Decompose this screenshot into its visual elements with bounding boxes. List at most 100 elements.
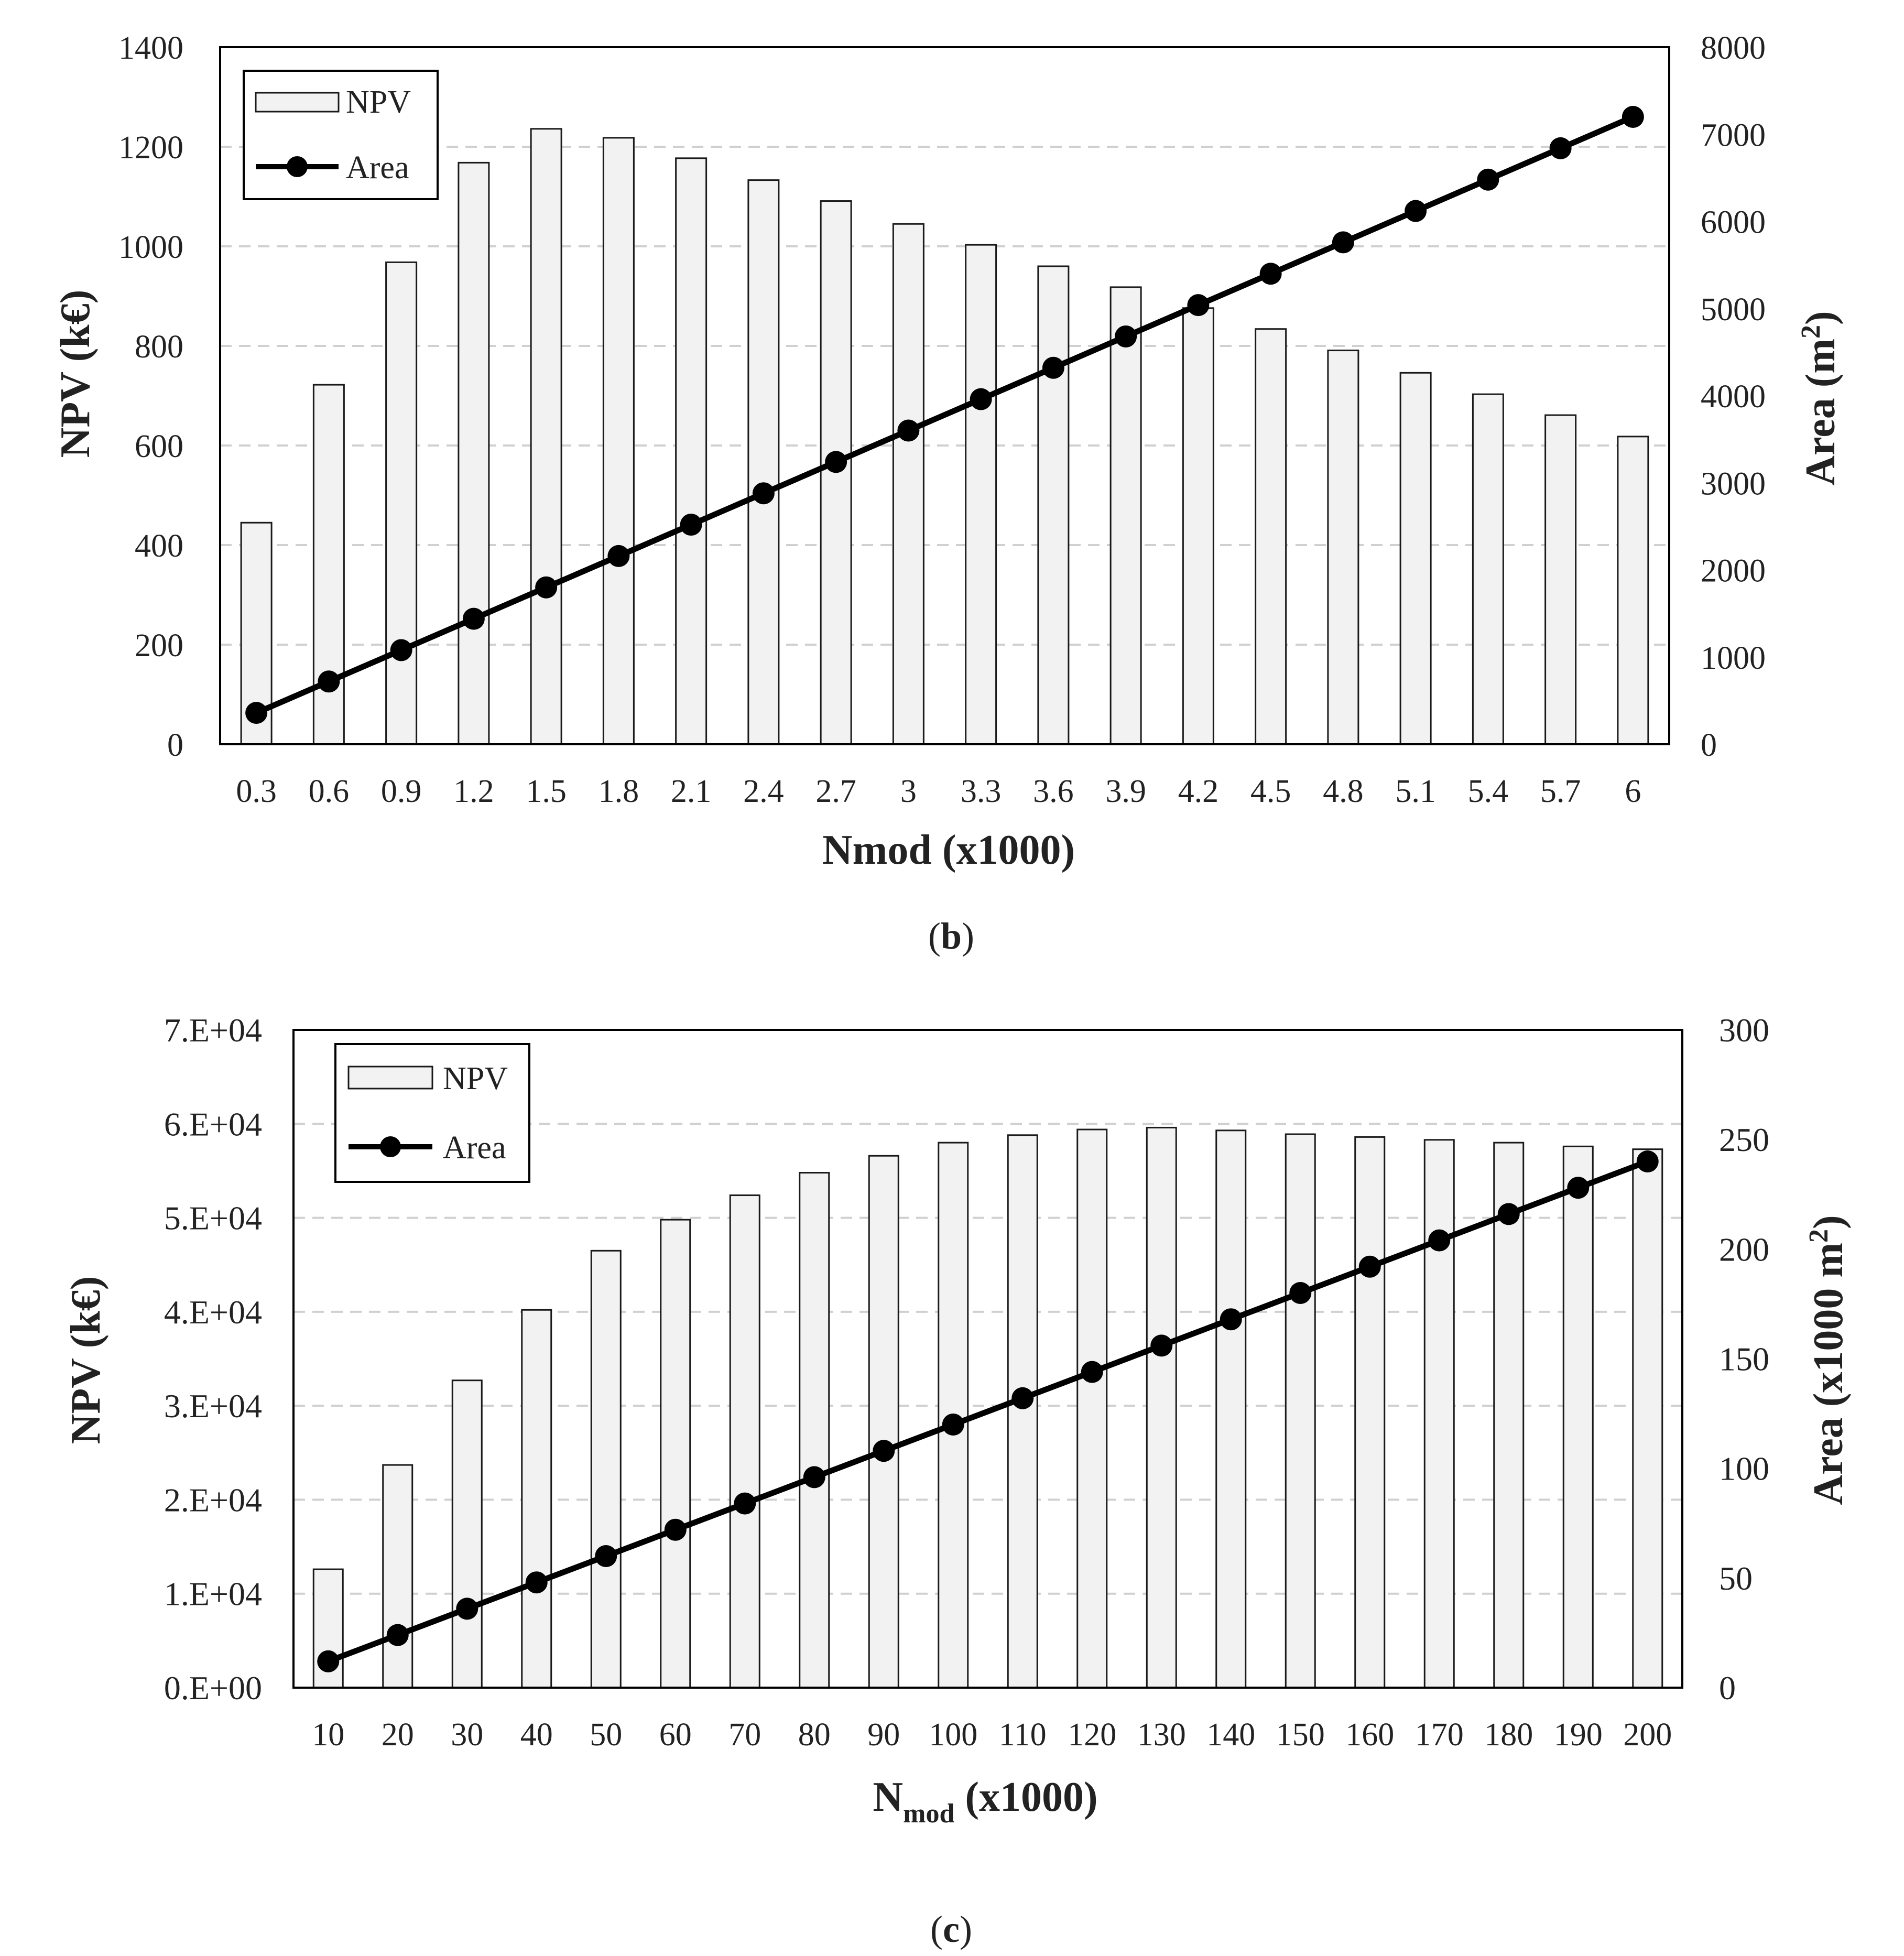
chart-b-gridlines: [220, 146, 1669, 646]
chart-c-legend-area-label: Area: [443, 1130, 506, 1166]
chart-c-npv-bar: [1423, 1139, 1455, 1689]
chart-b-x-tick-label: 0.6: [309, 774, 350, 809]
chart-b-npv-bar: [1617, 436, 1649, 745]
chart-b-npv-bar: [1037, 265, 1070, 745]
chart-b-npv-bar: [1182, 307, 1214, 745]
chart-b-y2-axis-title: Area (m2): [1796, 311, 1844, 485]
chart-c-x-tick-label: 50: [590, 1717, 622, 1753]
chart-b-npv-bar: [675, 157, 708, 745]
chart-b-npv-bar: [1399, 372, 1432, 745]
chart-b-x-tick-label: 5.1: [1395, 774, 1436, 809]
chart-c-gridlines: [293, 1123, 1682, 1595]
chart-b-npv-bar: [458, 161, 490, 745]
chart-c-area-marker: [317, 1650, 340, 1672]
chart-c-npv-bar: [590, 1249, 622, 1689]
chart-c-area-line: [317, 1150, 1659, 1672]
chart-c-x-tick-label: 190: [1554, 1717, 1603, 1753]
chart-c-x-tick-label: 170: [1415, 1717, 1464, 1753]
chart-c-npv-bar: [729, 1194, 760, 1689]
chart-b-y-tick-label: 400: [135, 528, 183, 564]
chart-c-x-tick-label: 110: [999, 1717, 1047, 1753]
chart-c-area-marker: [525, 1571, 548, 1594]
chart-b-area-marker: [1405, 200, 1427, 222]
chart-b-npv-bar: [385, 261, 418, 745]
chart-b-plot-frame: [219, 46, 1670, 745]
chart-c-npv-bar: [1076, 1128, 1108, 1689]
chart-c-npv-bar: [660, 1219, 691, 1689]
chart-c-y2-tick-label: 200: [1719, 1231, 1769, 1268]
chart-c-npv-bar: [1632, 1148, 1663, 1689]
chart-b-legend-npv-label: NPV: [346, 84, 411, 120]
chart-b-area-marker: [245, 702, 268, 724]
chart-c-npv-bar: [868, 1155, 899, 1689]
chart-b-npv-bar: [1327, 350, 1359, 745]
chart-c-y-tick-label: 3.E+04: [164, 1387, 262, 1425]
chart-b-x-tick-label: 2.7: [815, 774, 856, 809]
chart-b-x-tick-label: 1.2: [453, 774, 494, 809]
chart-b-area-marker: [1549, 137, 1572, 159]
chart-b-area-marker: [1187, 294, 1210, 317]
chart-c-area-marker: [1497, 1203, 1520, 1225]
chart-c-y2-tick-label: 150: [1719, 1341, 1769, 1378]
chart-c-x-tick-label: 30: [451, 1717, 483, 1753]
chart-c-npv-bar: [1146, 1126, 1177, 1689]
chart-b-npv-bar: [1109, 286, 1142, 745]
chart-b-npv-bar: [820, 200, 852, 745]
chart-b-x-tick-label: 1.5: [526, 774, 567, 809]
chart-c-x-tick-label: 70: [728, 1717, 761, 1753]
chart-b-area-marker: [752, 482, 775, 505]
chart-c-area-marker: [803, 1466, 825, 1488]
chart-b-y-tick-label: 1200: [118, 130, 183, 166]
chart-c-area-marker: [1358, 1255, 1381, 1278]
chart-c-legend: NPV Area: [334, 1043, 530, 1183]
chart-c-caption: (c): [930, 1908, 972, 1950]
chart-b-y-ticks: 0 200 400 600 800 1000 1200 1400: [118, 30, 183, 763]
chart-b-area-marker: [970, 388, 992, 410]
chart-c-y-tick-label: 1.E+04: [164, 1575, 262, 1613]
chart-b-x-tick-label: 0.3: [236, 774, 277, 809]
chart-c-x-tick-label: 80: [798, 1717, 831, 1753]
chart-c-npv-bar: [521, 1309, 552, 1689]
chart-b-y-tick-label: 1000: [118, 230, 183, 265]
chart-b-npv-bar: [530, 128, 562, 745]
chart-c-x-tick-label: 180: [1484, 1717, 1533, 1753]
chart-c-plot-frame: [292, 1029, 1683, 1689]
chart-c-y2-axis-title: Area (x1000 m2): [1804, 1215, 1852, 1505]
chart-b-area-marker: [897, 419, 920, 442]
chart-c-y-tick-label: 2.E+04: [164, 1481, 262, 1518]
chart-c-x-tick-label: 120: [1068, 1717, 1116, 1753]
chart-b-x-tick-label: 2.1: [671, 774, 712, 809]
chart-b-y2-ticks: 0 1000 2000 3000 4000 5000 6000 7000 8000: [1701, 30, 1766, 763]
chart-b-area-line: [245, 106, 1644, 724]
chart-b-y-tick-label: 0: [167, 727, 183, 763]
chart-c-legend-npv-label: NPV: [443, 1061, 508, 1096]
chart-b-y2-tick-label: 0: [1701, 727, 1717, 763]
chart-c-y-tick-label: 5.E+04: [164, 1200, 262, 1237]
chart-b-x-axis-title: Nmod (x1000): [822, 827, 1075, 873]
chart-c-y-tick-label: 6.E+04: [164, 1105, 262, 1143]
chart-c-area-polyline: [327, 1158, 1649, 1664]
chart-b-y-tick-label: 1400: [118, 30, 183, 66]
chart-b-area-marker: [535, 576, 558, 599]
chart-c-area-marker: [1289, 1282, 1312, 1304]
chart-c-area-marker: [1220, 1308, 1242, 1331]
chart-b-npv-bar: [1544, 414, 1577, 745]
chart-b-x-tick-label: 0.9: [381, 774, 422, 809]
chart-c-area-marker: [1567, 1177, 1590, 1199]
chart-c-area-marker: [456, 1598, 478, 1620]
chart-b-x-tick-label: 3: [900, 774, 917, 809]
chart-b-area-marker: [462, 607, 485, 630]
chart-b-area-marker: [1332, 231, 1354, 254]
chart-b-y-tick-label: 800: [135, 329, 183, 365]
chart-c-npv-bar: [1354, 1136, 1386, 1689]
chart-c-npv-bar: [1215, 1129, 1247, 1689]
chart-c-x-tick-label: 10: [312, 1717, 344, 1753]
chart-b-area-marker: [825, 451, 847, 473]
chart-b-area-polyline: [255, 114, 1635, 716]
chart-b-x-tick-label: 6: [1625, 774, 1641, 809]
chart-c-x-tick-label: 100: [929, 1717, 977, 1753]
chart-c-y2-tick-label: 0: [1719, 1669, 1736, 1707]
chart-b-area-marker: [680, 514, 702, 536]
chart-c-y2-tick-label: 300: [1719, 1012, 1769, 1049]
